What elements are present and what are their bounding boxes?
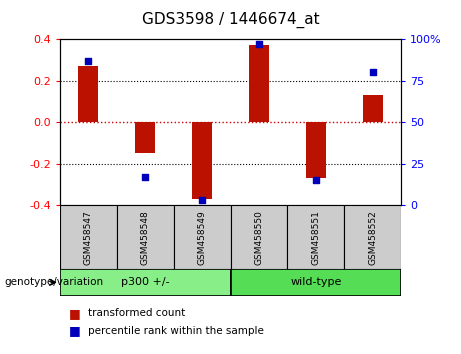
Text: genotype/variation: genotype/variation <box>5 277 104 287</box>
Text: GSM458547: GSM458547 <box>84 210 93 264</box>
Text: transformed count: transformed count <box>88 308 185 318</box>
Text: p300 +/-: p300 +/- <box>121 277 170 287</box>
Bar <box>60 269 230 296</box>
Point <box>255 41 263 47</box>
Point <box>312 178 319 183</box>
Point <box>85 58 92 63</box>
Bar <box>60 205 117 269</box>
Text: percentile rank within the sample: percentile rank within the sample <box>88 326 264 336</box>
Text: wild-type: wild-type <box>290 277 342 287</box>
Text: GSM458550: GSM458550 <box>254 210 263 265</box>
Text: GSM458549: GSM458549 <box>198 210 207 264</box>
Bar <box>306 122 326 178</box>
Text: GDS3598 / 1446674_at: GDS3598 / 1446674_at <box>142 11 319 28</box>
Point <box>198 198 206 203</box>
Point <box>369 69 376 75</box>
Bar <box>192 122 212 199</box>
Bar <box>174 205 230 269</box>
Bar <box>78 66 98 122</box>
Text: ■: ■ <box>69 325 81 337</box>
Text: GSM458551: GSM458551 <box>311 210 320 265</box>
Text: ■: ■ <box>69 307 81 320</box>
Bar <box>117 205 174 269</box>
Bar <box>287 205 344 269</box>
Bar <box>363 95 383 122</box>
Bar <box>230 269 401 296</box>
Bar <box>344 205 401 269</box>
Point <box>142 174 149 180</box>
Bar <box>249 45 269 122</box>
Text: GSM458548: GSM458548 <box>141 210 150 264</box>
Bar <box>135 122 155 153</box>
Text: GSM458552: GSM458552 <box>368 210 377 264</box>
Bar <box>230 205 287 269</box>
